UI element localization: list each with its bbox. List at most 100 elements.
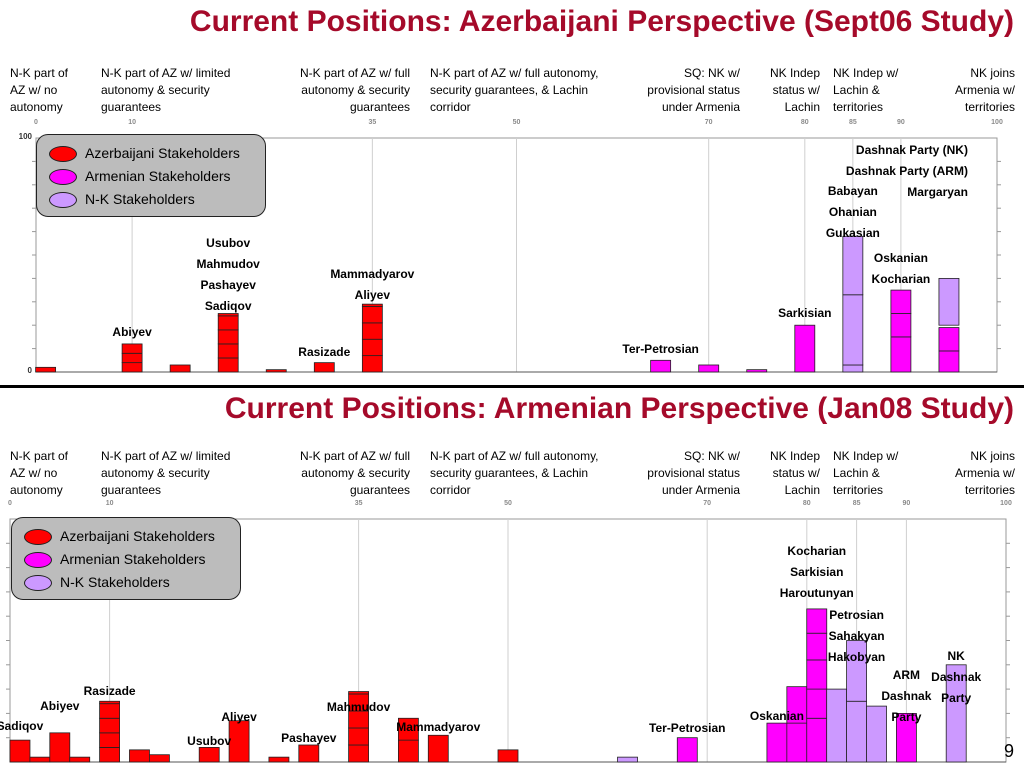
position-header: N-K part of AZ w/ full autonomy & securi… [299,66,410,114]
bar-segment [99,747,120,763]
bar-segment [896,713,917,763]
bar-segment [945,664,967,763]
bar-segment [198,747,220,763]
bar-segment [890,289,912,314]
stakeholder-label: NK [947,649,965,663]
legend-label: Armenian Stakeholders [60,551,206,567]
bar-segment [842,364,864,373]
bar-segment [268,756,290,763]
x-tick-label: 0 [34,119,38,126]
stakeholder-label: Dashnak [931,670,982,684]
bar-segment [427,734,449,763]
stakeholder-label: Aliyev [221,710,257,724]
bar-segment [766,722,788,763]
stakeholder-label: Sahakyan [828,629,885,643]
stakeholder-label: Usubov [187,734,232,748]
x-tick-label: 10 [128,119,136,126]
x-tick-label: 85 [848,119,857,126]
stakeholder-label: Party [891,710,922,724]
bar-segment [298,744,320,763]
stakeholder-label: Pashayev [200,278,256,292]
x-tick-label: 10 [105,500,114,507]
bar-segment [794,324,816,373]
stakeholder-label: Hakobyan [827,650,886,664]
position-header: N-K part of AZ w/ limited autonomy & sec… [101,66,231,114]
stakeholder-label: Pashayev [281,731,337,745]
position-header: NK joins Armenia w/ territories [954,449,1015,497]
x-tick-label: 90 [902,500,911,507]
bar-segment [121,343,143,354]
stakeholder-label: Petrosian [829,608,884,622]
bar-segment [806,608,828,634]
bar-segment [746,369,768,373]
bar-segment [265,369,287,373]
bar-segment [361,322,383,340]
bar-segment [397,717,419,741]
x-tick-label: 80 [800,119,809,126]
position-header: NK Indep status w/ Lachin [769,66,820,114]
stakeholder-label: ARM [892,668,921,682]
chart-title-azerbaijani: Current Positions: Azerbaijani Perspecti… [189,5,1014,38]
bar-segment [121,352,143,364]
bar-segment [228,720,250,763]
position-header: N-K part of AZ w/ full autonomy, securit… [430,449,599,497]
bar-segment [99,700,120,705]
bar-segment [938,327,960,352]
legend-top: Azerbaijani Stakeholders Armenian Stakeh… [36,134,266,217]
stakeholder-label: Usubov [206,236,251,250]
stakeholder-label: Sarkisian [790,565,844,579]
bar-segment [361,303,383,307]
x-tick-label: 35 [354,500,363,507]
x-tick-label: 100 [991,119,1003,126]
stakeholder-label: Sarkisian [778,306,832,320]
legend-bottom: Azerbaijani Stakeholders Armenian Stakeh… [11,517,241,600]
y-tick-label: 100 [18,132,32,141]
position-header: N-K part of AZ w/ full autonomy & securi… [299,449,410,497]
bar-segment [698,364,720,373]
bar-segment [9,739,31,763]
x-tick-label: 50 [504,500,512,507]
legend-item-nk: N-K Stakeholders [24,572,170,592]
stakeholder-label: Aliyev [354,288,391,302]
legend-item-nk: N-K Stakeholders [49,189,195,209]
x-tick-label: 80 [802,500,811,507]
chart-title-armenian: Current Positions: Armenian Perspective … [224,392,1014,425]
legend-item-armenian: Armenian Stakeholders [49,166,231,186]
position-header: N-K part of AZ w/ full autonomy, securit… [430,66,599,114]
stakeholder-label: Mammadyarov [396,720,481,734]
bar-segment [842,235,864,296]
x-tick-label: 35 [368,119,377,126]
position-header: SQ: NK w/ provisional status under Armen… [647,66,740,114]
nk-swatch-icon [24,575,52,592]
stakeholder-label: Mammadyarov [330,267,415,281]
bar-segment [866,705,887,763]
position-header: NK Indep w/ Lachin & territories [833,66,899,114]
stakeholder-label: Gukasian [825,226,880,240]
stakeholder-label: Oskanian [749,709,804,723]
bar-segment [99,732,120,748]
bar-segment [938,277,960,326]
legend-item-azerbaijani: Azerbaijani Stakeholders [49,143,240,163]
bar-segment [69,756,91,763]
legend-item-armenian: Armenian Stakeholders [24,549,206,569]
bar-segment [890,336,912,373]
bar-segment [217,313,239,317]
stakeholder-label: Mahmudov [196,257,260,271]
bar-segment [99,717,120,734]
bar-segment [29,756,51,763]
bar-segment [121,362,143,373]
stakeholder-label: Kocharian [787,544,847,558]
section-divider [0,385,1024,388]
x-tick-label: 100 [1000,500,1012,507]
bar-segment [617,756,638,763]
stakeholder-label: Haroutunyan [779,586,854,600]
stakeholder-label: Rasizade [83,684,136,698]
stakeholder-label: Babayan [827,184,878,198]
stakeholder-label: Dashnak Party (NK) [855,143,968,157]
stakeholder-label: Dashnak [881,689,932,703]
stakeholder-label: Ohanian [828,205,877,219]
bar-segment [361,306,383,324]
azerbaijani-swatch-icon [24,529,52,546]
bar-segment [129,749,150,763]
